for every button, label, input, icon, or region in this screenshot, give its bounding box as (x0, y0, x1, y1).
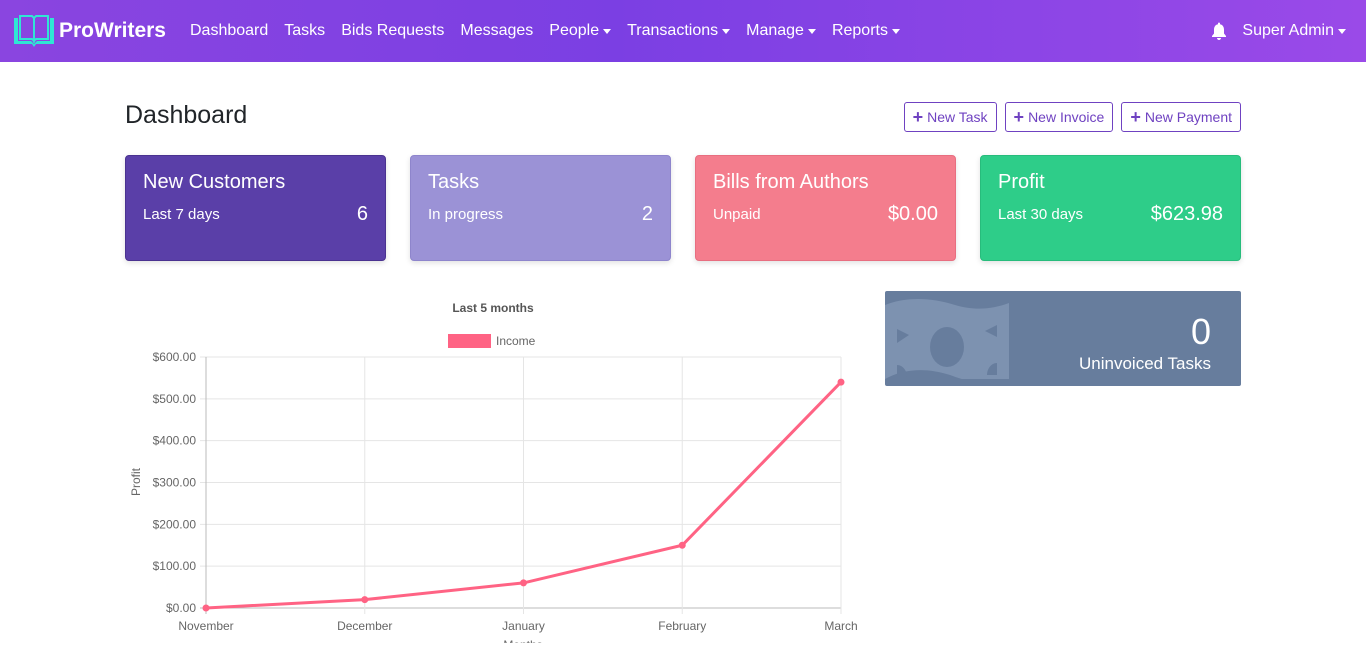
card-value: $0.00 (887, 203, 938, 225)
new-payment-button[interactable]: + New Payment (1121, 102, 1241, 132)
user-name: Super Admin (1242, 22, 1334, 39)
card-bills-from-authors[interactable]: Bills from Authors Unpaid $0.00 (695, 155, 956, 261)
plus-icon: + (912, 107, 924, 127)
nav-link-dashboard[interactable]: Dashboard (190, 22, 268, 40)
brand-name: ProWriters (59, 19, 166, 42)
legend-label: Income (496, 334, 536, 348)
nav-link-reports[interactable]: Reports (832, 22, 900, 40)
main-nav: Dashboard Tasks Bids Requests Messages Peopl… (190, 0, 916, 62)
data-point (678, 541, 686, 549)
nav-link-people[interactable]: People (549, 22, 612, 40)
nav-link-tasks[interactable]: Tasks (284, 22, 325, 40)
y-tick-label: $600.00 (153, 350, 197, 364)
money-bill-icon (885, 299, 1009, 379)
uninvoiced-tasks-card[interactable]: 0 Uninvoiced Tasks (885, 291, 1241, 386)
header-actions: + New Task + New Invoice + New Payment (903, 102, 1241, 132)
new-invoice-button[interactable]: + New Invoice (1004, 102, 1114, 132)
chevron-down-icon (603, 29, 612, 34)
plus-icon: + (1013, 107, 1025, 127)
chevron-down-icon (722, 29, 731, 34)
chevron-down-icon (1338, 29, 1346, 34)
x-tick-label: December (337, 619, 392, 633)
bell-icon[interactable] (1211, 22, 1227, 40)
uninvoiced-count: 0 (1190, 311, 1211, 352)
x-tick-label: January (502, 619, 545, 633)
new-task-label: New Task (927, 109, 988, 125)
card-title: Profit (998, 171, 1045, 193)
nav-link-label: Reports (831, 22, 888, 39)
nav-link-bids-requests[interactable]: Bids Requests (341, 22, 444, 40)
card-subtitle: Unpaid (713, 206, 761, 223)
data-point (520, 579, 527, 587)
card-row: In progress 2 (428, 203, 653, 226)
y-tick-label: $0.00 (166, 601, 196, 615)
nav-link-transactions[interactable]: Transactions (627, 22, 731, 40)
card-tasks[interactable]: Tasks In progress 2 (410, 155, 671, 261)
x-tick-label: March (824, 619, 857, 633)
book-logo-icon (14, 15, 54, 47)
card-subtitle: In progress (428, 206, 504, 223)
top-navbar: ProWriters Dashboard Tasks Bids Requests Me… (0, 0, 1366, 62)
card-value: 2 (641, 203, 653, 225)
card-value: $623.98 (1150, 203, 1223, 225)
navbar-right: Super Admin (1211, 0, 1346, 62)
chevron-down-icon (807, 29, 816, 34)
card-subtitle: Last 30 days (998, 206, 1084, 223)
data-point (202, 604, 210, 612)
data-point (837, 378, 845, 386)
nav-link-manage[interactable]: Manage (746, 22, 816, 40)
x-axis-label: Months (503, 638, 542, 643)
y-axis-label: Profit (129, 467, 143, 496)
y-tick-label: $400.00 (153, 434, 197, 448)
new-payment-label: New Payment (1144, 109, 1232, 125)
uninvoiced-label: Uninvoiced Tasks (1079, 354, 1211, 373)
page-title: Dashboard (125, 101, 248, 129)
brand-link[interactable]: ProWriters (12, 14, 166, 48)
card-value: 6 (356, 203, 368, 225)
legend-swatch (448, 334, 491, 348)
chart-title: Last 5 months (452, 301, 534, 315)
card-title: Bills from Authors (713, 171, 869, 193)
x-tick-label: November (178, 619, 233, 633)
card-title: Tasks (428, 171, 480, 193)
card-new-customers[interactable]: New Customers Last 7 days 6 (125, 155, 386, 261)
new-task-button[interactable]: + New Task (903, 102, 997, 132)
x-tick-label: February (658, 619, 706, 633)
nav-link-label: Messages (460, 22, 534, 39)
nav-link-label: People (549, 22, 600, 39)
card-row: Last 30 days $623.98 (998, 203, 1223, 226)
card-row: Last 7 days 6 (143, 203, 368, 226)
card-row: Unpaid $0.00 (713, 203, 938, 226)
plus-icon: + (1130, 107, 1141, 127)
nav-link-messages[interactable]: Messages (460, 22, 533, 40)
y-tick-label: $500.00 (153, 392, 197, 406)
y-tick-label: $100.00 (153, 559, 197, 573)
card-subtitle: Last 7 days (143, 206, 220, 223)
y-tick-label: $300.00 (153, 476, 197, 490)
nav-link-label: Tasks (284, 22, 326, 39)
new-invoice-label: New Invoice (1028, 109, 1105, 125)
nav-link-label: Transactions (627, 22, 719, 39)
chevron-down-icon (891, 29, 900, 34)
profit-chart: Last 5 months Income $0.00 $100.00 $200.00 $3… (125, 291, 865, 648)
user-menu[interactable]: Super Admin (1242, 22, 1346, 40)
profit-chart-svg: Last 5 months Income $0.00 $100.00 $200.00 $3… (129, 301, 858, 648)
nav-link-label: Manage (746, 22, 804, 39)
nav-link-label: Dashboard (190, 22, 269, 39)
data-point (361, 596, 369, 604)
nav-link-label: Bids Requests (341, 22, 445, 39)
card-title: New Customers (143, 171, 286, 193)
card-profit[interactable]: Profit Last 30 days $623.98 (980, 155, 1241, 261)
y-tick-label: $200.00 (153, 517, 197, 531)
